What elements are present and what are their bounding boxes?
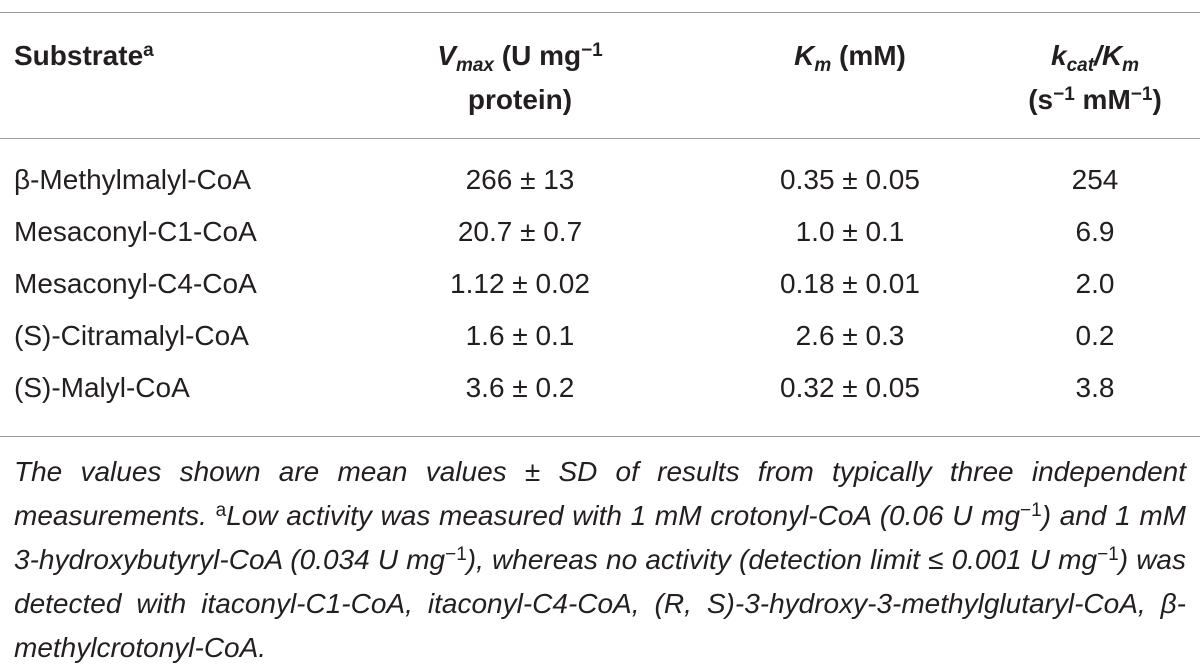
cell-vmax: 1.12 ± 0.02: [450, 268, 590, 299]
cell-km: 1.0 ± 0.1: [795, 216, 905, 247]
table-row: (S)-Citramalyl-CoA 1.6 ± 0.1 2.6 ± 0.3 0…: [0, 310, 1200, 362]
header-bottom-rule: [0, 138, 1200, 139]
cell-km: 2.6 ± 0.3: [795, 320, 905, 351]
table-top-rule: [0, 12, 1200, 13]
header-substrate: Substratea: [14, 40, 154, 71]
cell-substrate: (S)-Malyl-CoA: [14, 372, 190, 403]
cell-kcat-km: 0.2: [1075, 320, 1115, 351]
header-km: Km (mM): [794, 40, 906, 76]
cell-substrate: β-Methylmalyl-CoA: [14, 164, 252, 195]
cell-kcat-km: 6.9: [1075, 216, 1115, 247]
cell-kcat-km: 3.8: [1075, 372, 1115, 403]
header-vmax: Vmax (U mg−1 protein): [437, 40, 603, 115]
cell-substrate: Mesaconyl-C4-CoA: [14, 268, 257, 299]
cell-vmax: 1.6 ± 0.1: [465, 320, 575, 351]
table-row: β-Methylmalyl-CoA 266 ± 13 0.35 ± 0.05 2…: [0, 154, 1200, 206]
cell-kcat-km: 254: [1071, 164, 1119, 195]
table-row: Mesaconyl-C1-CoA 20.7 ± 0.7 1.0 ± 0.1 6.…: [0, 206, 1200, 258]
cell-vmax: 266 ± 13: [465, 164, 575, 195]
cell-vmax: 3.6 ± 0.2: [465, 372, 575, 403]
cell-km: 0.18 ± 0.01: [780, 268, 920, 299]
cell-substrate: (S)-Citramalyl-CoA: [14, 320, 249, 351]
table-footnote: The values shown are mean values ± SD of…: [14, 456, 1187, 663]
header-kcat-km: kcat/Km (s−1 mM−1): [1028, 40, 1162, 115]
cell-kcat-km: 2.0: [1075, 268, 1115, 299]
cell-vmax: 20.7 ± 0.7: [457, 216, 583, 247]
table-bottom-rule: [0, 436, 1200, 437]
cell-km: 0.35 ± 0.05: [780, 164, 920, 195]
cell-km: 0.32 ± 0.05: [780, 372, 920, 403]
cell-substrate: Mesaconyl-C1-CoA: [14, 216, 257, 247]
table-row: (S)-Malyl-CoA 3.6 ± 0.2 0.32 ± 0.05 3.8: [0, 362, 1200, 414]
table-row: Mesaconyl-C4-CoA 1.12 ± 0.02 0.18 ± 0.01…: [0, 258, 1200, 310]
